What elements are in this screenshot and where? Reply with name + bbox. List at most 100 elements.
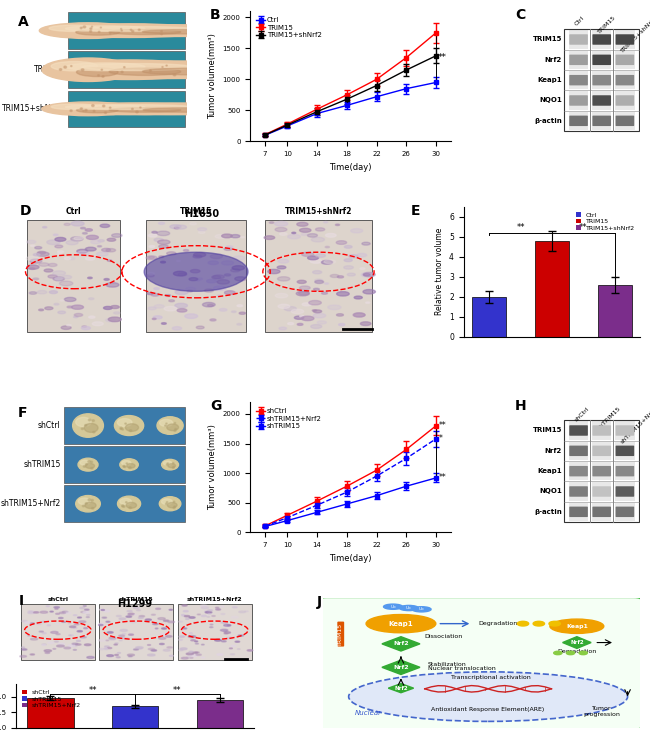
Circle shape xyxy=(165,295,171,296)
Circle shape xyxy=(224,290,235,295)
Circle shape xyxy=(344,245,352,248)
Circle shape xyxy=(84,609,89,610)
Circle shape xyxy=(87,656,94,658)
Bar xyxy=(178,604,252,660)
Text: Ub: Ub xyxy=(419,607,424,611)
Circle shape xyxy=(42,644,46,645)
Circle shape xyxy=(99,623,104,624)
FancyBboxPatch shape xyxy=(616,55,634,65)
Bar xyxy=(569,442,588,460)
Circle shape xyxy=(27,265,39,269)
Bar xyxy=(615,92,634,109)
Circle shape xyxy=(31,638,38,640)
Circle shape xyxy=(228,66,229,67)
Circle shape xyxy=(163,650,170,651)
Circle shape xyxy=(58,251,64,253)
Circle shape xyxy=(73,615,77,616)
Text: Keap1: Keap1 xyxy=(538,469,562,474)
Circle shape xyxy=(275,293,288,298)
Circle shape xyxy=(86,617,89,618)
Bar xyxy=(472,297,506,337)
Circle shape xyxy=(67,324,72,326)
Circle shape xyxy=(213,286,226,290)
Circle shape xyxy=(84,424,87,426)
Text: TRIM15: TRIM15 xyxy=(532,36,562,43)
Bar xyxy=(569,503,588,521)
Circle shape xyxy=(361,273,374,277)
Text: A: A xyxy=(18,15,29,29)
FancyBboxPatch shape xyxy=(616,425,634,436)
Text: shTRIM15+Nrf2: shTRIM15+Nrf2 xyxy=(1,500,60,508)
Circle shape xyxy=(239,312,246,314)
Bar xyxy=(592,51,612,69)
FancyBboxPatch shape xyxy=(592,115,611,126)
Circle shape xyxy=(264,236,275,239)
Circle shape xyxy=(46,606,49,607)
Circle shape xyxy=(88,277,92,279)
Circle shape xyxy=(216,607,219,608)
Circle shape xyxy=(190,222,196,225)
Text: shCtrl: shCtrl xyxy=(38,421,60,430)
Circle shape xyxy=(57,645,64,647)
Circle shape xyxy=(39,263,49,266)
Text: **: ** xyxy=(516,222,525,231)
Circle shape xyxy=(93,432,95,433)
Circle shape xyxy=(224,632,231,633)
Circle shape xyxy=(301,316,314,321)
Text: J: J xyxy=(317,595,322,609)
Circle shape xyxy=(93,110,95,112)
Circle shape xyxy=(127,610,132,612)
Polygon shape xyxy=(388,684,413,692)
Bar xyxy=(99,604,173,660)
Circle shape xyxy=(161,633,167,635)
Circle shape xyxy=(129,656,132,657)
Circle shape xyxy=(146,274,154,277)
Circle shape xyxy=(40,611,47,613)
Bar xyxy=(615,421,634,440)
Circle shape xyxy=(217,280,229,284)
Ellipse shape xyxy=(39,23,136,38)
Text: shCtrl: shCtrl xyxy=(574,406,591,423)
Circle shape xyxy=(114,312,120,314)
Circle shape xyxy=(164,307,177,311)
Circle shape xyxy=(136,647,143,649)
Circle shape xyxy=(83,110,84,112)
FancyBboxPatch shape xyxy=(592,466,611,477)
Circle shape xyxy=(174,430,176,432)
FancyBboxPatch shape xyxy=(616,95,634,106)
Circle shape xyxy=(296,291,309,296)
Text: H1650: H1650 xyxy=(184,209,219,219)
Circle shape xyxy=(74,624,79,625)
Circle shape xyxy=(99,639,106,641)
Text: shTRIM15: shTRIM15 xyxy=(597,406,622,431)
Circle shape xyxy=(30,654,34,655)
Circle shape xyxy=(64,223,70,225)
Circle shape xyxy=(73,627,77,628)
Circle shape xyxy=(97,252,108,256)
Circle shape xyxy=(34,247,42,249)
Bar xyxy=(569,30,588,49)
Ellipse shape xyxy=(120,498,131,505)
Circle shape xyxy=(81,611,86,613)
Circle shape xyxy=(56,613,60,614)
Circle shape xyxy=(235,641,240,642)
Circle shape xyxy=(33,253,40,256)
Text: Tumor
progression: Tumor progression xyxy=(584,706,621,717)
Circle shape xyxy=(129,634,133,636)
Circle shape xyxy=(216,111,217,112)
Bar xyxy=(592,442,612,460)
Bar xyxy=(564,30,639,131)
Circle shape xyxy=(313,288,319,290)
Circle shape xyxy=(121,71,123,73)
Circle shape xyxy=(300,286,310,290)
Circle shape xyxy=(322,260,333,265)
Circle shape xyxy=(149,245,155,248)
Circle shape xyxy=(85,109,87,111)
Circle shape xyxy=(114,644,118,645)
Circle shape xyxy=(302,303,311,306)
Circle shape xyxy=(31,245,35,247)
Circle shape xyxy=(159,245,168,248)
Circle shape xyxy=(20,655,27,657)
Circle shape xyxy=(169,300,174,302)
FancyBboxPatch shape xyxy=(592,34,611,45)
